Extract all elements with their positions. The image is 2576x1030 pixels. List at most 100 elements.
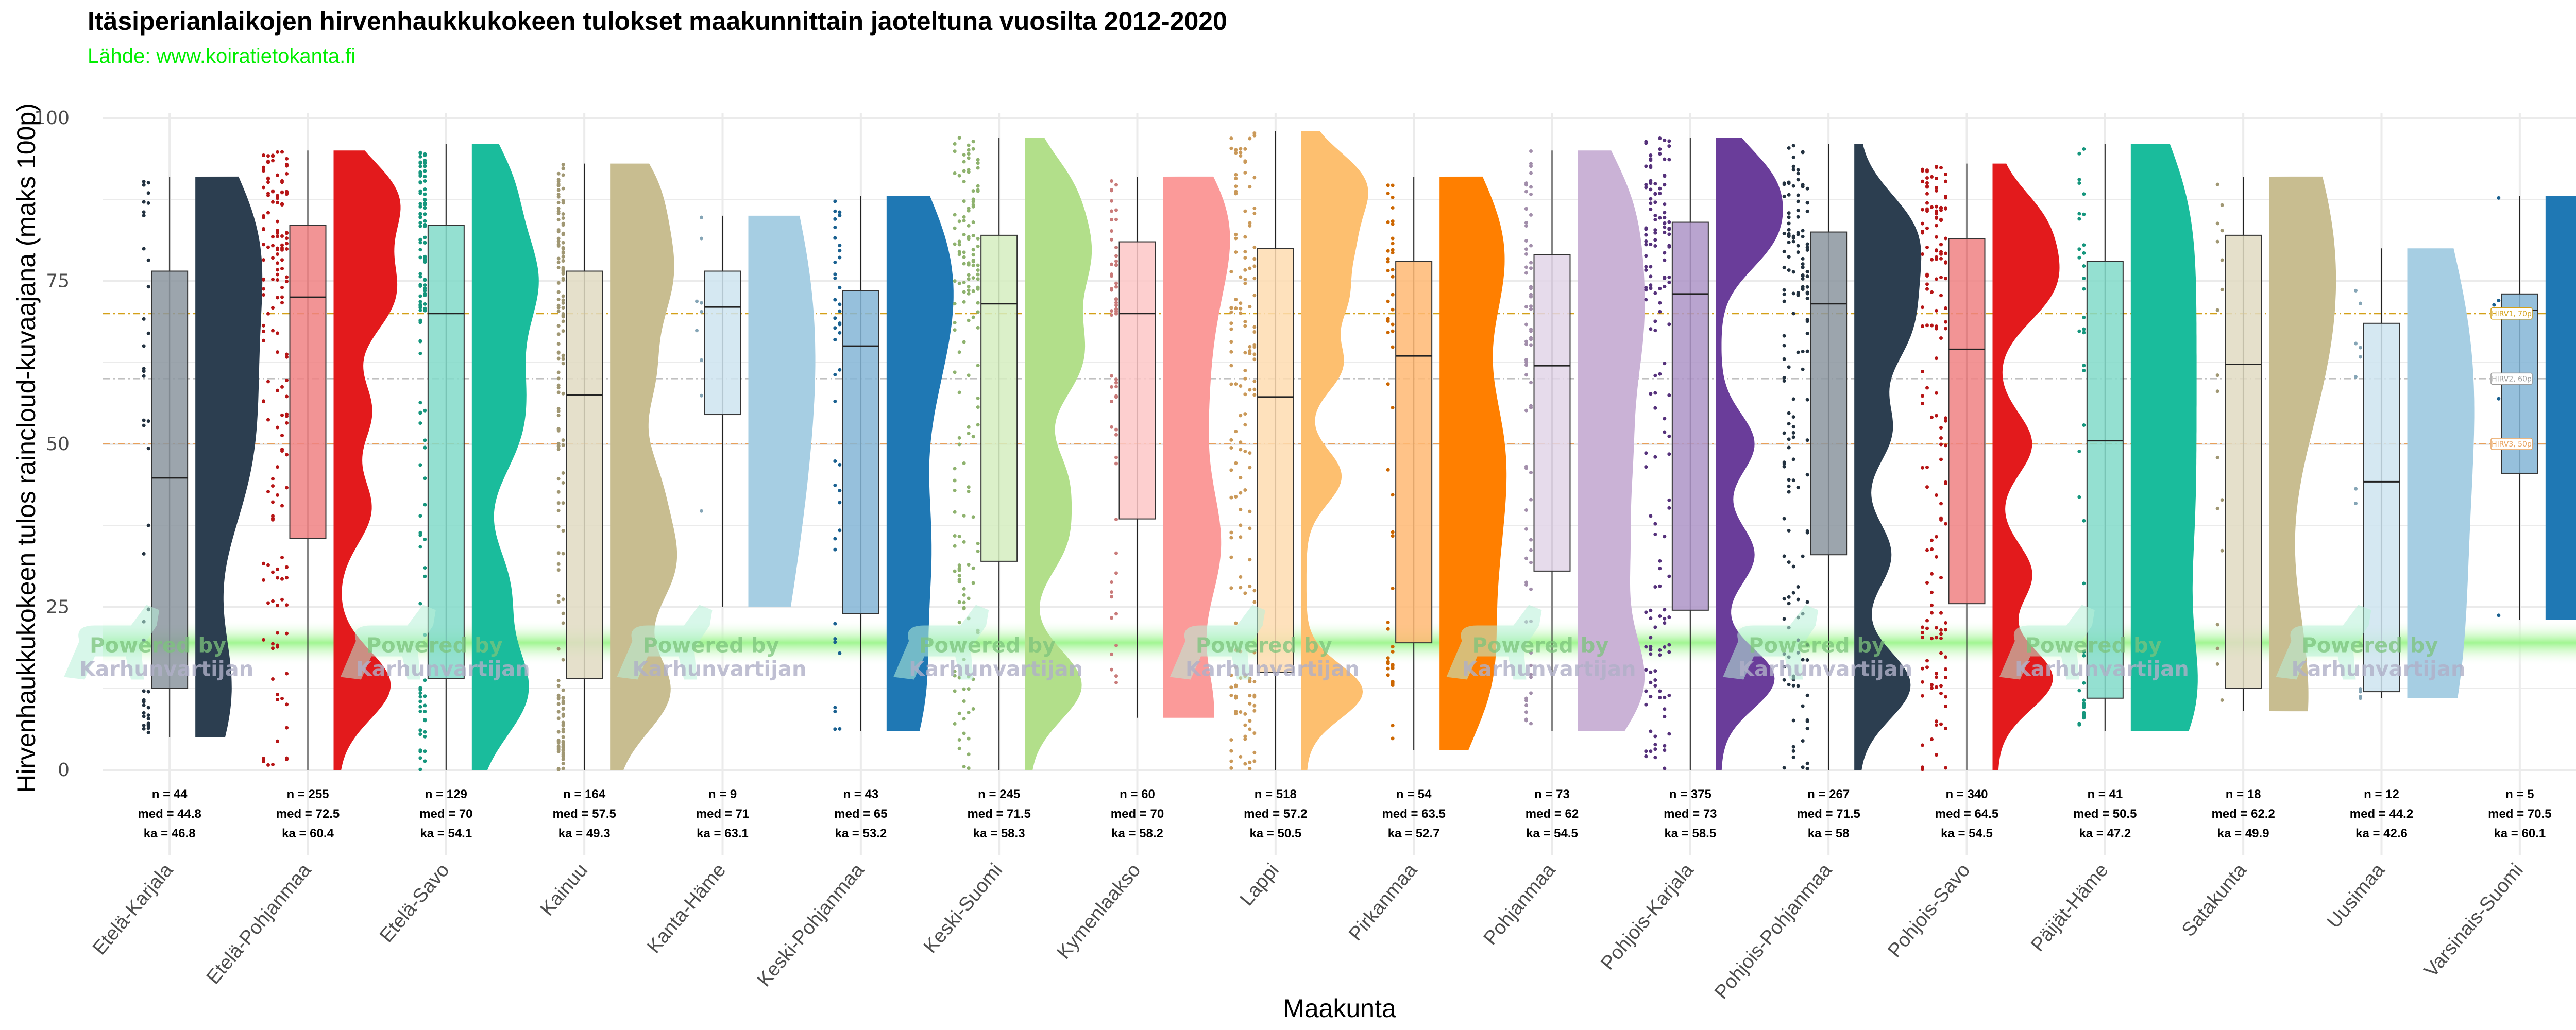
data-point	[976, 405, 980, 409]
watermark-line2: Karhunvartijan	[1462, 657, 1636, 681]
data-point	[1110, 218, 1113, 222]
data-point	[1930, 590, 1934, 594]
stat-n: n = 375	[1669, 787, 1711, 801]
data-point	[953, 478, 957, 483]
data-point	[262, 757, 265, 761]
data-point	[1653, 532, 1657, 536]
data-point	[1524, 221, 1528, 225]
data-point	[1787, 215, 1791, 219]
data-point	[418, 189, 422, 193]
data-point	[1529, 343, 1533, 347]
data-point	[266, 490, 270, 494]
x-tick-label: Etelä-Karjala	[89, 859, 178, 959]
data-point	[423, 574, 427, 578]
data-point	[1782, 182, 1786, 186]
data-point	[1234, 430, 1238, 434]
data-point	[1801, 658, 1805, 662]
data-point	[1239, 150, 1243, 154]
data-point	[142, 214, 146, 218]
data-point	[561, 688, 565, 692]
data-point	[418, 756, 422, 760]
data-point	[1944, 766, 1947, 770]
data-point	[1110, 237, 1113, 242]
data-point	[1239, 154, 1243, 158]
stat-n: n = 164	[563, 787, 606, 801]
watermark-line1: Powered by	[919, 633, 1056, 657]
data-point	[1386, 260, 1390, 264]
data-point	[266, 211, 270, 215]
data-point	[1239, 754, 1243, 759]
data-point	[953, 213, 957, 217]
data-point	[1524, 466, 1528, 470]
data-point	[262, 169, 265, 173]
data-point	[1644, 243, 1648, 247]
data-point	[1925, 201, 1929, 205]
data-point	[1935, 257, 1938, 261]
watermark-line1: Powered by	[90, 633, 226, 657]
data-point	[1229, 438, 1233, 442]
data-point	[1239, 414, 1243, 418]
x-tick-label: Pohjois-Pohjanmaa	[1710, 859, 1837, 1003]
data-point	[1930, 538, 1934, 542]
data-point	[556, 562, 561, 566]
data-point	[1239, 476, 1243, 480]
data-point	[1653, 756, 1657, 760]
data-point	[838, 727, 842, 731]
data-point	[423, 164, 427, 168]
watermark-line2: Karhunvartijan	[79, 657, 253, 681]
data-point	[1805, 201, 1809, 205]
data-point	[423, 187, 427, 191]
data-point	[423, 438, 427, 442]
data-point	[1653, 329, 1657, 333]
data-point	[1529, 171, 1533, 175]
data-point	[276, 261, 279, 265]
data-point	[1653, 228, 1657, 232]
data-point	[276, 196, 279, 200]
data-point	[953, 226, 957, 230]
data-point	[1805, 473, 1809, 477]
data-point	[838, 302, 842, 306]
data-point	[561, 329, 565, 333]
data-point	[1649, 187, 1653, 192]
data-point	[142, 344, 146, 348]
data-point	[1529, 691, 1533, 695]
data-point	[142, 367, 146, 371]
data-point	[561, 597, 565, 602]
density-cloud	[1439, 176, 1507, 751]
data-point	[1805, 643, 1809, 647]
reference-label-box	[2490, 438, 2533, 450]
data-point	[423, 235, 427, 239]
data-point	[146, 523, 150, 527]
data-point	[1529, 651, 1533, 655]
data-point	[561, 723, 565, 727]
data-point	[556, 447, 561, 451]
data-point	[2215, 455, 2219, 459]
data-point	[2359, 301, 2362, 305]
data-point	[1667, 232, 1671, 236]
box	[2086, 261, 2124, 699]
data-point	[953, 328, 957, 332]
data-point	[1944, 172, 1947, 176]
data-point	[1801, 229, 1805, 233]
data-point	[146, 181, 150, 185]
series-keski-pohjanmaa	[833, 196, 954, 731]
data-point	[1658, 152, 1662, 156]
data-point	[1791, 749, 1795, 753]
watermark-line2: Karhunvartijan	[356, 657, 530, 681]
data-point	[833, 547, 837, 552]
data-point	[1921, 369, 1924, 373]
data-point	[271, 200, 275, 204]
data-point	[1653, 182, 1657, 186]
data-point	[1796, 231, 1800, 235]
data-point	[1930, 686, 1934, 690]
data-point	[266, 245, 270, 249]
data-point	[1386, 666, 1390, 671]
watermark-line2: Karhunvartijan	[2292, 657, 2466, 681]
series-pohjois-pohjanmaa	[1782, 144, 1922, 771]
data-point	[2082, 698, 2086, 702]
data-point	[262, 214, 265, 218]
data-point	[280, 301, 284, 305]
data-point	[1801, 277, 1805, 281]
